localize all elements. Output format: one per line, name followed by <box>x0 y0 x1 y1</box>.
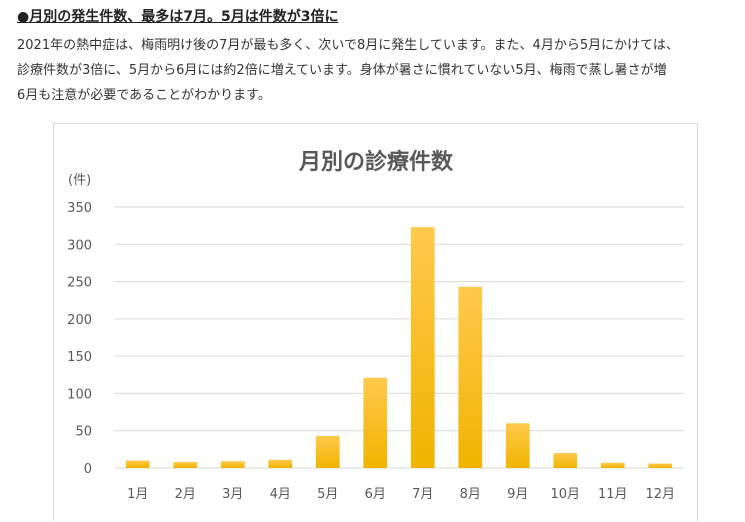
article-heading: ●月別の発生件数、最多は7月。5月は件数が3倍に <box>17 9 339 25</box>
y-tick-label: 0 <box>84 462 92 477</box>
y-tick-label: 50 <box>75 425 92 440</box>
y-tick-label: 200 <box>67 313 92 328</box>
y-tick-label: 250 <box>67 276 92 291</box>
bar <box>648 463 673 468</box>
bar <box>553 453 578 468</box>
y-tick-label: 300 <box>67 238 92 253</box>
paragraph-line: 6月も注意が必要であることがわかります。 <box>17 88 271 103</box>
x-tick-label: 1月 <box>127 487 148 502</box>
x-tick-label: 2月 <box>175 487 196 502</box>
article-paragraph: 2021年の熱中症は、梅雨明け後の7月が最も多く、次いで8月に発生しています。ま… <box>17 33 737 108</box>
bar <box>600 462 625 468</box>
x-tick-label: 9月 <box>507 487 528 502</box>
x-tick-label: 8月 <box>460 487 481 502</box>
bar <box>458 286 483 468</box>
bar <box>410 227 435 468</box>
x-tick-label: 11月 <box>598 487 628 502</box>
chart-container: 月別の診療件数 (件) 0 50 100 150 200 250 300 350 1月 2月 3月… <box>53 123 698 521</box>
bar <box>363 377 388 468</box>
x-tick-label: 12月 <box>645 487 675 502</box>
bar <box>125 460 150 468</box>
bar <box>173 462 198 468</box>
bar <box>220 461 245 468</box>
bar <box>268 459 293 468</box>
y-tick-label: 150 <box>67 350 92 365</box>
x-tick-label: 5月 <box>317 487 338 502</box>
x-tick-label: 10月 <box>550 487 580 502</box>
y-tick-label: 100 <box>67 387 92 402</box>
paragraph-line: 診療件数が3倍に、5月から6月には約2倍に増えています。身体が暑さに慣れていない… <box>17 63 667 78</box>
x-tick-label: 7月 <box>412 487 433 502</box>
bar <box>315 435 340 468</box>
paragraph-line: 2021年の熱中症は、梅雨明け後の7月が最も多く、次いで8月に発生しています。ま… <box>17 38 679 53</box>
x-tick-label: 6月 <box>365 487 386 502</box>
bar-chart: 月別の診療件数 (件) 0 50 100 150 200 250 300 350 1月 2月 3月… <box>67 149 684 502</box>
y-axis-unit-label: (件) <box>68 173 91 188</box>
chart-title: 月別の診療件数 <box>298 149 454 175</box>
y-tick-label: 350 <box>67 201 92 216</box>
x-tick-label: 3月 <box>222 487 243 502</box>
x-tick-label: 4月 <box>270 487 291 502</box>
bar <box>505 423 530 468</box>
